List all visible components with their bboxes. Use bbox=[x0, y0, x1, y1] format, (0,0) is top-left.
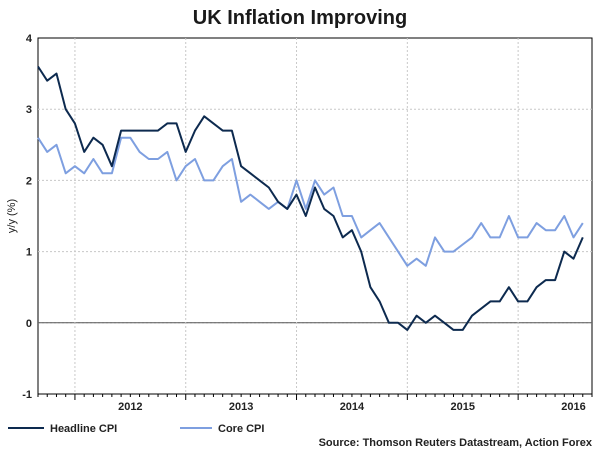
y-tick-label: 1 bbox=[26, 247, 32, 259]
y-axis-label: y/y (%) bbox=[6, 199, 18, 233]
source-note: Source: Thomson Reuters Datastream, Acti… bbox=[319, 437, 593, 449]
x-tick-label: 2014 bbox=[340, 401, 365, 413]
x-tick-label: 2015 bbox=[450, 401, 474, 413]
series-lines bbox=[37, 65, 584, 331]
plot-area bbox=[37, 37, 593, 395]
x-tick-label: 2012 bbox=[118, 401, 142, 413]
chart-title: UK Inflation Improving bbox=[193, 7, 407, 29]
y-tick-label: 0 bbox=[26, 318, 32, 330]
y-tick-label: 2 bbox=[26, 175, 32, 187]
grid-lines bbox=[38, 38, 592, 394]
y-tick-label: 4 bbox=[26, 33, 33, 45]
x-tick-label: 2016 bbox=[561, 401, 585, 413]
legend-label-core: Core CPI bbox=[218, 423, 264, 435]
series-line-core-cpi bbox=[37, 136, 584, 267]
y-tick-label: -1 bbox=[22, 389, 32, 401]
legend-label-headline: Headline CPI bbox=[50, 423, 117, 435]
y-tick-label: 3 bbox=[26, 104, 32, 116]
axes: 4 3 2 1 0 -1 2012 2013 2014 2015 2016 bbox=[22, 33, 593, 413]
series-line-headline-cpi bbox=[37, 65, 584, 331]
x-tick-label: 2013 bbox=[229, 401, 253, 413]
